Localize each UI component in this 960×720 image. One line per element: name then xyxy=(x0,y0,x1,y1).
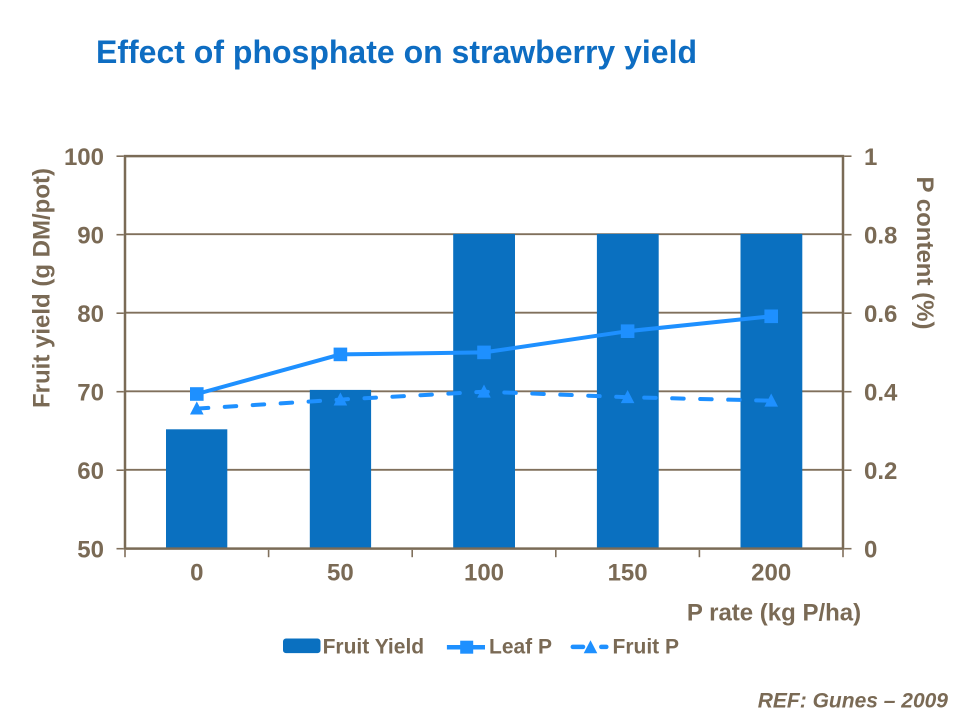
svg-text:Fruit Yield: Fruit Yield xyxy=(323,635,425,658)
svg-text:80: 80 xyxy=(77,301,104,328)
svg-text:150: 150 xyxy=(608,560,648,587)
svg-text:Leaf P: Leaf P xyxy=(489,635,552,658)
svg-text:90: 90 xyxy=(77,222,104,249)
svg-text:P rate (kg P/ha): P rate (kg P/ha) xyxy=(687,600,861,627)
svg-text:REF: Gunes – 2009: REF: Gunes – 2009 xyxy=(758,689,949,712)
svg-text:0.2: 0.2 xyxy=(864,458,897,485)
svg-text:0: 0 xyxy=(190,560,203,587)
svg-text:70: 70 xyxy=(77,379,104,406)
svg-text:1: 1 xyxy=(864,144,877,171)
svg-text:200: 200 xyxy=(751,560,791,587)
svg-text:P content (%): P content (%) xyxy=(911,177,938,330)
svg-text:50: 50 xyxy=(327,560,354,587)
svg-text:0.4: 0.4 xyxy=(864,379,898,406)
svg-text:Fruit P: Fruit P xyxy=(613,635,680,658)
svg-text:0.6: 0.6 xyxy=(864,301,897,328)
svg-text:60: 60 xyxy=(77,458,104,485)
svg-text:100: 100 xyxy=(464,560,504,587)
svg-text:0.8: 0.8 xyxy=(864,222,897,249)
svg-text:50: 50 xyxy=(77,536,104,563)
svg-text:Fruit yield (g DM/pot): Fruit yield (g DM/pot) xyxy=(29,168,56,408)
svg-text:0: 0 xyxy=(864,536,877,563)
svg-text:Effect of phosphate on strawbe: Effect of phosphate on strawberry yield xyxy=(96,34,697,70)
svg-text:100: 100 xyxy=(64,144,104,171)
